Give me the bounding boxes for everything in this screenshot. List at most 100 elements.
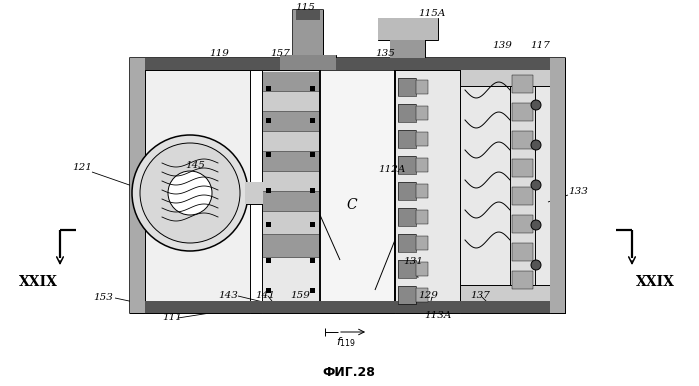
Bar xyxy=(398,286,416,304)
Bar xyxy=(512,159,533,177)
Bar xyxy=(280,55,336,70)
Circle shape xyxy=(531,180,541,190)
Bar xyxy=(263,192,319,211)
Bar xyxy=(398,156,416,174)
Bar xyxy=(398,234,416,252)
Bar xyxy=(266,258,271,263)
Bar xyxy=(263,112,319,131)
Bar xyxy=(398,182,416,200)
Bar xyxy=(293,10,323,70)
Bar xyxy=(390,40,425,58)
Bar xyxy=(416,288,428,302)
Bar xyxy=(512,271,533,289)
Bar xyxy=(416,184,428,198)
Bar xyxy=(512,215,533,233)
Bar xyxy=(263,212,319,234)
Bar xyxy=(262,70,320,313)
Bar xyxy=(398,156,416,174)
Text: 115: 115 xyxy=(295,2,315,12)
Bar xyxy=(512,187,533,205)
Bar xyxy=(512,103,533,121)
Bar xyxy=(296,10,320,20)
Circle shape xyxy=(531,260,541,270)
Bar xyxy=(390,40,425,58)
Bar xyxy=(245,182,263,204)
Bar xyxy=(145,70,250,313)
Bar xyxy=(460,58,550,86)
Bar xyxy=(398,78,416,96)
Bar xyxy=(263,152,319,171)
Bar xyxy=(263,132,319,151)
Bar xyxy=(416,262,428,276)
Bar xyxy=(130,301,565,313)
Bar xyxy=(512,187,533,205)
Bar xyxy=(416,106,428,120)
Bar xyxy=(512,75,533,93)
Bar xyxy=(263,172,319,191)
Bar xyxy=(416,184,428,198)
Circle shape xyxy=(531,140,541,150)
Text: 117: 117 xyxy=(530,41,550,49)
Text: 133: 133 xyxy=(568,188,588,196)
Bar xyxy=(398,208,416,226)
Text: 115A: 115A xyxy=(418,10,446,19)
Text: 141: 141 xyxy=(255,291,275,300)
Text: $f_{119}$: $f_{119}$ xyxy=(336,335,356,349)
Bar xyxy=(460,70,550,313)
Bar xyxy=(263,92,319,111)
Bar xyxy=(130,58,565,70)
Circle shape xyxy=(168,171,212,215)
Bar xyxy=(416,210,428,224)
Bar xyxy=(266,288,271,293)
Text: 153: 153 xyxy=(93,293,113,303)
Bar xyxy=(398,104,416,122)
Bar xyxy=(310,258,315,263)
Bar xyxy=(550,58,565,313)
Bar xyxy=(378,18,438,40)
Bar xyxy=(280,55,336,70)
Bar xyxy=(416,106,428,120)
Bar xyxy=(398,286,416,304)
Bar xyxy=(174,179,206,207)
Text: 137: 137 xyxy=(470,291,490,300)
Text: ФИГ.28: ФИГ.28 xyxy=(322,366,375,379)
Bar xyxy=(296,10,320,20)
Bar xyxy=(398,260,416,278)
Bar xyxy=(512,159,533,177)
Bar xyxy=(293,10,323,70)
Bar xyxy=(512,243,533,261)
Bar xyxy=(395,70,550,313)
Bar xyxy=(416,236,428,250)
Bar xyxy=(416,236,428,250)
Bar xyxy=(510,70,535,313)
Text: 157: 157 xyxy=(270,49,290,58)
Bar xyxy=(266,188,271,193)
Text: 139: 139 xyxy=(492,41,512,49)
Bar xyxy=(263,72,319,91)
Bar xyxy=(310,222,315,227)
Text: 145: 145 xyxy=(185,161,205,169)
Bar xyxy=(416,158,428,172)
Text: 119: 119 xyxy=(209,49,229,58)
Text: 111: 111 xyxy=(162,313,182,322)
Bar xyxy=(293,10,323,70)
Bar xyxy=(130,58,145,313)
Bar xyxy=(398,234,416,252)
Bar xyxy=(398,78,416,96)
Text: 135: 135 xyxy=(375,49,395,58)
Bar xyxy=(263,192,319,211)
Bar xyxy=(398,104,416,122)
Bar xyxy=(263,152,319,171)
Circle shape xyxy=(132,135,248,251)
Text: XXIX: XXIX xyxy=(19,275,57,289)
Bar xyxy=(398,130,416,148)
Bar xyxy=(130,58,565,313)
Bar xyxy=(263,112,319,131)
Bar xyxy=(266,118,271,123)
Bar xyxy=(398,182,416,200)
Text: 143: 143 xyxy=(218,291,238,300)
Text: XXIX: XXIX xyxy=(635,275,675,289)
Bar xyxy=(310,152,315,157)
Bar xyxy=(550,58,565,313)
Text: 131: 131 xyxy=(403,257,423,266)
